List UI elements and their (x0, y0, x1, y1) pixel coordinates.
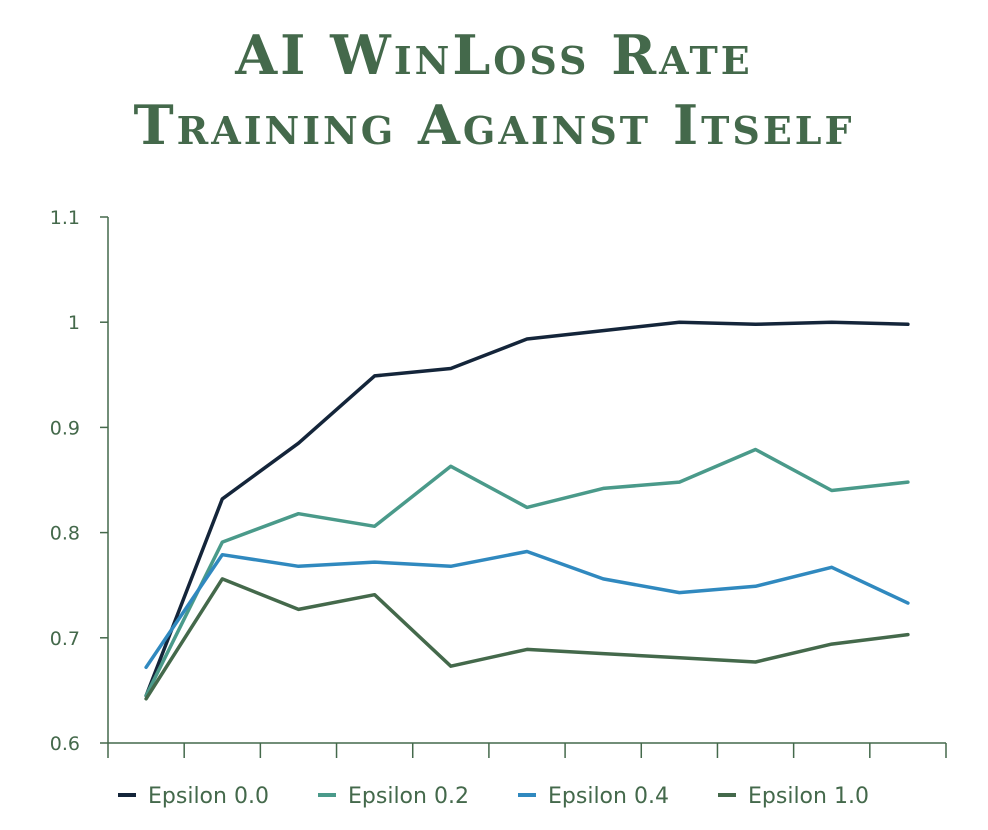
y-tick-label: 0.8 (50, 523, 80, 545)
chart-title: AI WinLoss Rate Training Against Itself (0, 20, 988, 160)
chart-title-line-1: AI WinLoss Rate (235, 23, 753, 87)
y-tick-label: 0.9 (50, 417, 80, 439)
series-group (144, 320, 910, 701)
legend-label: Epsilon 1.0 (748, 784, 869, 809)
y-tick-label: 0.6 (50, 733, 80, 755)
chart-title-line-2: Training Against Itself (133, 93, 855, 157)
y-tick-label: 0.7 (50, 628, 80, 650)
axes: 0.6 0.7 0.8 0.9 1 1.1 (50, 207, 947, 758)
legend-label: Epsilon 0.2 (348, 784, 469, 809)
legend-label: Epsilon 0.4 (548, 784, 669, 809)
series-line-epsilon-0-0 (144, 320, 910, 698)
legend-label: Epsilon 0.0 (148, 784, 269, 809)
series-line-epsilon-0-2 (144, 447, 910, 698)
series-line-epsilon-1-0 (144, 577, 910, 701)
y-tick-label: 1 (68, 312, 80, 334)
y-tick-label: 1.1 (50, 207, 80, 229)
legend: Epsilon 0.0 Epsilon 0.2 Epsilon 0.4 Epsilon… (118, 784, 869, 809)
series-line-epsilon-0-4 (144, 549, 910, 670)
